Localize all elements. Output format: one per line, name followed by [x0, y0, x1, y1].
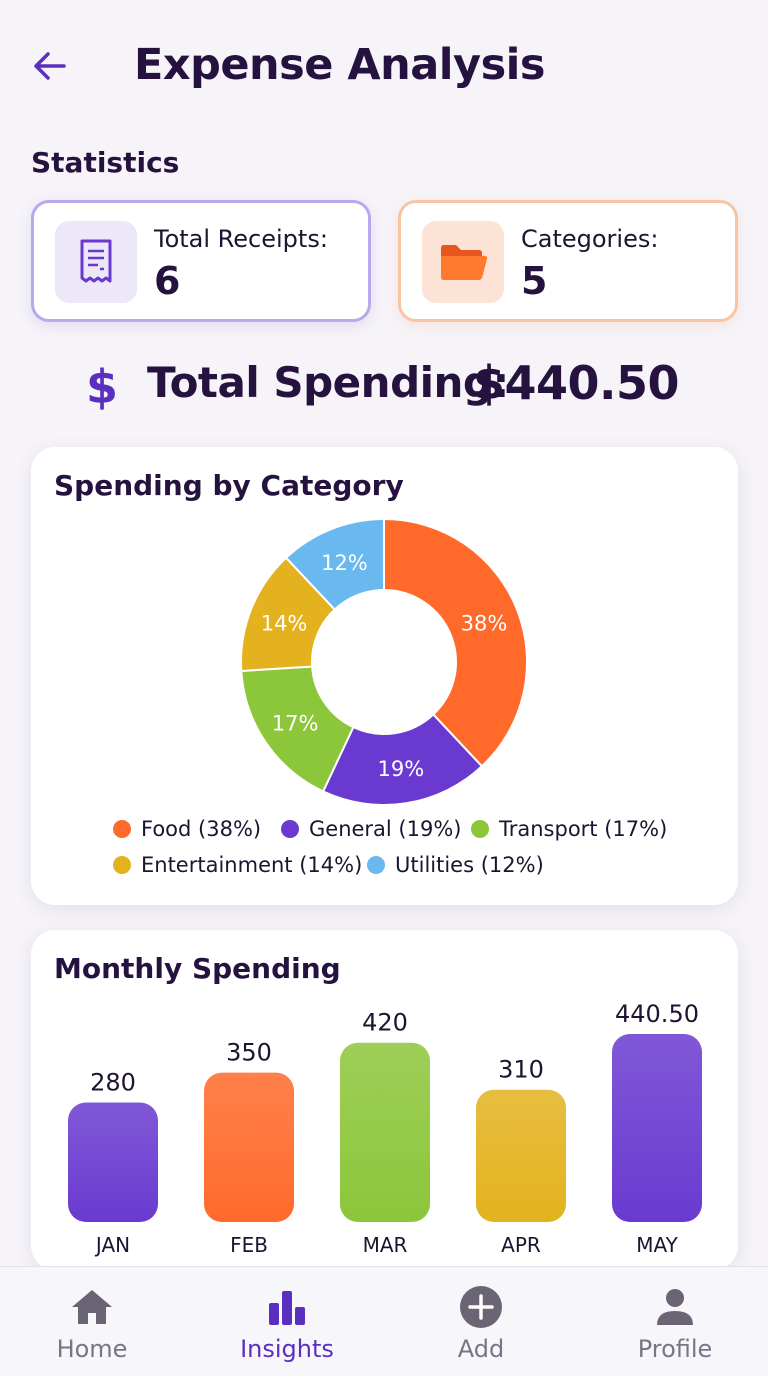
nav-add-label: Add — [457, 1335, 505, 1363]
bar-label-feb: FEB — [230, 1233, 268, 1257]
bar-value-mar: 420 — [362, 1009, 408, 1037]
donut-label-transport: 17% — [272, 711, 319, 735]
donut-slice-transport — [240, 665, 355, 793]
arrow-left-icon — [34, 52, 66, 80]
dollar-icon: $ — [86, 360, 119, 414]
receipt-icon — [55, 221, 137, 303]
back-button[interactable] — [28, 44, 72, 88]
nav-profile[interactable]: Profile — [579, 1267, 768, 1376]
bar-apr — [476, 1089, 566, 1222]
bar-value-apr: 310 — [498, 1056, 544, 1084]
donut-slice-general — [321, 713, 484, 806]
bar-label-may: MAY — [636, 1233, 678, 1257]
nav-insights[interactable]: Insights — [191, 1267, 383, 1376]
monthly-chart-title: Monthly Spending — [54, 952, 341, 985]
bar-may — [612, 1034, 702, 1222]
legend-item-utilities: Utilities (12%) — [367, 853, 544, 877]
legend-item-general: General (19%) — [281, 817, 462, 841]
bar-label-jan: JAN — [94, 1233, 130, 1257]
bar-value-may: 440.50 — [615, 1000, 699, 1028]
bar-value-feb: 350 — [226, 1039, 272, 1067]
total-receipts-label: Total Receipts: — [154, 225, 328, 253]
transport-dot — [471, 820, 489, 838]
categories-label: Categories: — [521, 225, 659, 253]
total-spending-label: Total Spending: — [147, 358, 509, 407]
donut-chart: 38% 19% 17% 14% 12% — [240, 517, 528, 806]
plus-circle-icon — [457, 1285, 505, 1329]
legend-item-transport: Transport (17%) — [471, 817, 667, 841]
total-spending: $ Total Spending: $440.50 — [0, 356, 768, 418]
legend-label: Transport (17%) — [499, 817, 668, 841]
nav-profile-label: Profile — [637, 1335, 713, 1363]
categories-card[interactable]: Categories: 5 — [398, 200, 738, 322]
category-chart-title: Spending by Category — [54, 469, 404, 502]
bar-mar — [340, 1042, 430, 1222]
entertainment-dot — [113, 856, 131, 874]
legend-item-entertainment: Entertainment (14%) — [113, 853, 362, 877]
categories-value: 5 — [521, 259, 548, 303]
legend-label: General (19%) — [309, 817, 462, 841]
bar-label-apr: APR — [501, 1233, 541, 1257]
bar-chart: 280 JAN 350 FEB 420 MAR 310 APR 440.50 MAY — [68, 1000, 702, 1257]
food-dot — [113, 820, 131, 838]
person-icon — [651, 1285, 699, 1329]
statistics-title: Statistics — [31, 146, 180, 179]
spending-by-category-card: Spending by Category 38% 19% 17% 14% 12% Foo… — [31, 447, 738, 905]
donut-slice-food — [383, 517, 528, 768]
donut-label-entertainment: 14% — [261, 611, 308, 635]
nav-add[interactable]: Add — [385, 1267, 577, 1376]
bar-jan — [68, 1102, 158, 1222]
home-icon — [68, 1285, 116, 1329]
donut-label-general: 19% — [377, 757, 424, 781]
donut-label-food: 38% — [461, 611, 508, 635]
bottom-nav: Home Insights Add Profile — [0, 1266, 768, 1376]
total-receipts-card[interactable]: Total Receipts: 6 — [31, 200, 371, 322]
page-title: Expense Analysis — [134, 40, 546, 90]
nav-home-label: Home — [56, 1335, 128, 1363]
legend-label: Food (38%) — [141, 817, 262, 841]
bar-label-mar: MAR — [363, 1233, 408, 1257]
total-spending-value: $440.50 — [473, 356, 680, 410]
donut-slice-utilities — [284, 517, 385, 611]
monthly-spending-card: Monthly Spending 280 JAN 350 FEB 420 MAR 310 AP… — [31, 930, 738, 1270]
general-dot — [281, 820, 299, 838]
donut-label-utilities: 12% — [321, 551, 368, 575]
utilities-dot — [367, 856, 385, 874]
legend-item-food: Food (38%) — [113, 817, 261, 841]
bar-value-jan: 280 — [90, 1068, 136, 1096]
bar-chart-icon — [263, 1285, 311, 1329]
folder-icon — [422, 221, 504, 303]
legend-label: Utilities (12%) — [395, 853, 544, 877]
legend-label: Entertainment (14%) — [141, 853, 363, 877]
header: Expense Analysis — [0, 0, 768, 130]
total-receipts-value: 6 — [154, 259, 181, 303]
nav-home[interactable]: Home — [0, 1267, 188, 1376]
nav-insights-label: Insights — [240, 1335, 334, 1363]
bar-feb — [204, 1072, 294, 1222]
